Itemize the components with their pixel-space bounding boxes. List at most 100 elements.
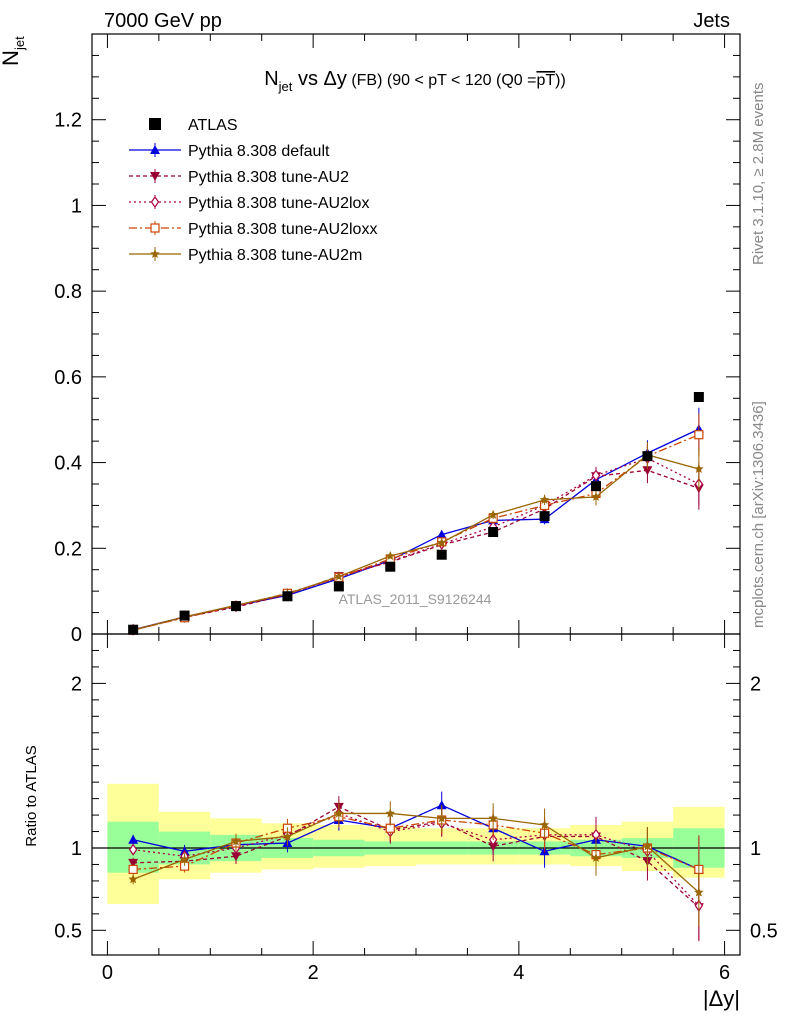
plot-axes: 0 0.2 0.4 0.6 0.8 1 1.2 0 2 4 6 0.5 0.5 1 1 2 2 <box>54 33 778 984</box>
ratio-point <box>179 854 190 864</box>
ratio-panel-frame <box>91 633 741 956</box>
atlas-data-point <box>333 581 344 592</box>
legend-marker <box>150 195 160 209</box>
ratio-point <box>694 887 704 897</box>
legend-item: ATLAS <box>149 117 238 134</box>
ratio-line <box>132 812 700 893</box>
top-ytick-label: 1.2 <box>54 110 82 132</box>
atlas-data-point <box>436 549 447 560</box>
ratio-point <box>334 808 344 818</box>
title-rest: vs Δy <box>292 68 346 90</box>
ratio-point <box>642 841 653 851</box>
ratio-point <box>539 820 550 829</box>
series-point <box>539 494 550 504</box>
top-ytick-label: 0.6 <box>54 367 82 389</box>
ratio-line <box>133 804 700 870</box>
atlas-data-point <box>693 392 704 402</box>
ratio-ytick-label-right: 1 <box>750 838 761 860</box>
top-ytick-label: 1 <box>71 195 82 217</box>
series-point <box>334 571 344 581</box>
top-ylabel-main: N <box>0 50 23 66</box>
legend-item: Pythia 8.308 tune-AU2loxx <box>129 221 377 238</box>
series-point <box>436 529 447 539</box>
legend-marker <box>150 223 160 233</box>
ratio-series-pythia-8-308-tune-au2m <box>128 801 704 927</box>
atlas-data-point <box>488 527 499 537</box>
ratio-line <box>133 816 700 871</box>
top-panel-series <box>128 392 704 636</box>
legend-marker <box>150 249 160 258</box>
legend-marker <box>150 145 160 154</box>
ratio-xtick-label: 6 <box>719 962 730 984</box>
ratio-line <box>133 812 700 907</box>
atlas-data-point <box>179 610 190 621</box>
ratio-point <box>128 843 138 856</box>
analysis-watermark: ATLAS_2011_S9126244 <box>339 591 492 607</box>
ratio-point <box>488 813 498 823</box>
legend-label: Pythia 8.308 tune-AU2loxx <box>188 221 377 238</box>
top-ytick-label: 0.4 <box>54 453 82 475</box>
atlas-data-point <box>539 511 550 522</box>
atlas-data-point <box>282 591 293 602</box>
legend-item: Pythia 8.308 default <box>129 143 330 160</box>
ratio-panel-series <box>128 791 704 942</box>
ratio-point <box>128 864 138 875</box>
legend-item: Pythia 8.308 tune-AU2 <box>129 169 349 186</box>
mcplots-source-label: mcplots.cern.ch [arXiv:1306.3436] <box>750 401 767 628</box>
header-jets-label: Jets <box>693 10 730 32</box>
atlas-data-point <box>128 624 139 635</box>
ratio-point <box>231 836 241 846</box>
ratio-point <box>128 834 139 844</box>
ratio-uncertainty-bands <box>92 783 740 904</box>
ratio-point <box>436 800 447 810</box>
ratio-line <box>133 806 700 908</box>
ratio-point <box>385 808 395 818</box>
header-collision-label: 7000 GeV pp <box>104 10 222 32</box>
ratio-xtick-label: 0 <box>102 962 113 984</box>
legend-item: Pythia 8.308 tune-AU2lox <box>129 195 369 212</box>
legend: ATLAS Pythia 8.308 default Pythia 8.308 tu… <box>129 117 377 264</box>
legend-marker <box>150 172 160 181</box>
top-ytick-label: 0.2 <box>54 538 82 560</box>
title-small: (FB) (90 < pT < 120 (Q0 = <box>347 72 537 89</box>
series-point <box>385 551 395 560</box>
legend-label: Pythia 8.308 tune-AU2lox <box>188 195 369 212</box>
series-point <box>694 430 704 440</box>
top-ylabel-sub: jet <box>12 36 27 51</box>
ratio-point <box>128 874 138 884</box>
ratio-point <box>282 831 293 841</box>
ratio-ytick-label-right: 0.5 <box>750 920 778 942</box>
rivet-version-label: Rivet 3.1.10, ≥ 2.8M events <box>750 83 767 266</box>
ratio-ytick-label: 2 <box>71 673 82 695</box>
series-point <box>694 464 704 473</box>
legend-marker <box>149 118 161 130</box>
ratio-point <box>437 813 447 823</box>
legend-label: Pythia 8.308 default <box>188 143 330 160</box>
atlas-data-point <box>385 561 396 572</box>
legend-item: Pythia 8.308 tune-AU2m <box>129 247 362 264</box>
top-ylabel: N jet <box>0 36 27 66</box>
ratio-point <box>128 858 139 868</box>
title-main: N <box>264 68 278 90</box>
title-close: )) <box>555 72 566 89</box>
ratio-ytick-label-right: 2 <box>750 673 761 695</box>
ratio-xtick-label: 2 <box>308 962 319 984</box>
chart-title: Njet vs Δy (FB) (90 < pT < 120 (Q0 =pT)) <box>264 68 566 94</box>
ratio-point <box>591 852 601 862</box>
title-sub: jet <box>278 79 293 94</box>
ratio-point <box>231 852 241 862</box>
series-point <box>437 537 447 547</box>
ratio-xlabel: |Δy| <box>703 986 740 1011</box>
legend-label: ATLAS <box>188 117 238 134</box>
series-pythia-8-308-tune-au2 <box>128 457 704 636</box>
atlas-data-point <box>591 481 601 492</box>
top-ytick-label: 0 <box>71 624 82 646</box>
series-point <box>488 509 498 519</box>
ratio-ytick-label: 1 <box>71 838 82 860</box>
title-overline: pT <box>536 72 555 89</box>
top-ytick-label: 0.8 <box>54 281 82 303</box>
legend-label: Pythia 8.308 tune-AU2 <box>188 169 349 186</box>
series-atlas-data <box>128 392 704 635</box>
atlas-data-point <box>642 451 653 462</box>
